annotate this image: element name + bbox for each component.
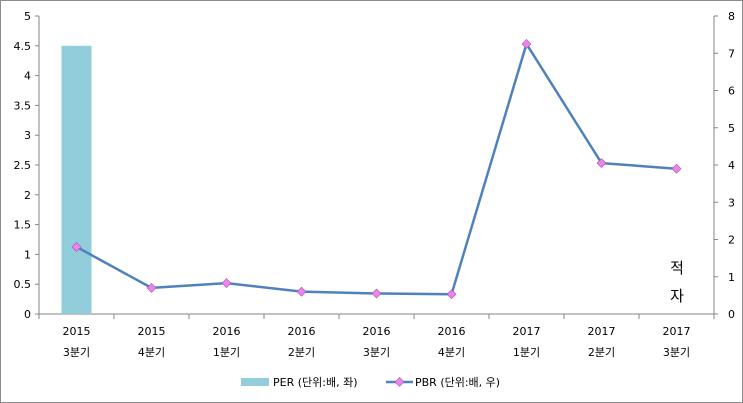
pbr-line	[71, 39, 682, 300]
x-tick-label-quarter: 3분기	[663, 346, 690, 359]
x-tick-label-year: 2016	[438, 325, 466, 338]
deficit-annotation: 적 자	[670, 259, 684, 305]
x-tick-label-year: 2015	[63, 325, 91, 338]
x-tick-label-quarter: 4분기	[438, 346, 465, 359]
x-tick-label-year: 2016	[213, 325, 241, 338]
right-tick-label: 5	[728, 122, 735, 135]
x-tick-label-quarter: 3분기	[63, 346, 90, 359]
legend-pbr-marker	[394, 377, 405, 387]
legend-per-label: PER (단위:배, 좌)	[273, 376, 358, 389]
pbr-series-line	[75, 42, 677, 296]
left-tick-label: 3	[24, 129, 31, 142]
right-tick-label: 1	[728, 271, 735, 284]
left-tick-label: 1.5	[14, 219, 32, 232]
pbr-point	[296, 286, 307, 297]
x-tick-label-year: 2017	[588, 325, 616, 338]
right-tick-label: 3	[728, 196, 735, 209]
annotation-line-2: 자	[670, 287, 684, 305]
right-tick-label: 6	[728, 85, 735, 98]
pbr-point	[671, 163, 682, 174]
left-tick-label: 4.5	[14, 40, 32, 53]
left-tick-label: 4	[24, 70, 31, 83]
x-tick-label-year: 2016	[288, 325, 316, 338]
x-tick-label-quarter: 1분기	[513, 346, 540, 359]
legend-per-swatch	[241, 378, 269, 386]
right-tick-label: 7	[728, 47, 735, 60]
x-tick-label-quarter: 2분기	[288, 346, 315, 359]
x-tick-label-quarter: 2분기	[588, 346, 615, 359]
per-bar	[61, 45, 92, 315]
legend: PER (단위:배, 좌) PBR (단위:배, 우)	[241, 376, 500, 389]
left-tick-label: 0.5	[14, 278, 32, 291]
right-axis-ticks: 0 1 2 3 4 5 6 7 8	[714, 10, 735, 321]
x-tick-label-quarter: 3분기	[363, 346, 390, 359]
pbr-point	[71, 242, 82, 252]
pbr-point	[521, 39, 532, 49]
per-bars	[61, 45, 92, 315]
legend-pbr-label: PBR (단위:배, 우)	[415, 376, 500, 389]
x-tick-label-quarter: 4분기	[138, 346, 165, 359]
pbr-point	[596, 158, 607, 169]
right-tick-label: 0	[728, 308, 735, 321]
x-tick-label-year: 2015	[138, 325, 166, 338]
right-tick-label: 2	[728, 234, 735, 247]
left-tick-label: 2.5	[14, 159, 32, 172]
pbr-point	[221, 278, 232, 289]
left-tick-label: 0	[24, 308, 31, 321]
x-axis-ticks: 2015 3분기 2015 4분기 2016 1분기 2016 2분기 2016 3분기 2016 4…	[38, 314, 715, 359]
x-tick-label-year: 2016	[363, 325, 391, 338]
x-tick-label-year: 2017	[513, 325, 541, 338]
pbr-point	[146, 283, 157, 293]
left-tick-label: 1	[24, 248, 31, 261]
right-tick-label: 8	[728, 10, 735, 23]
left-tick-label: 2	[24, 189, 31, 202]
x-tick-label-quarter: 1분기	[213, 346, 240, 359]
right-tick-label: 4	[728, 159, 735, 172]
annotation-line-1: 적	[670, 259, 684, 277]
left-tick-label: 3.5	[14, 99, 32, 112]
pbr-point	[446, 289, 457, 300]
x-tick-label-year: 2017	[663, 325, 691, 338]
left-axis-ticks: 0 0.5 1 1.5 2 2.5 3 3.5 4 4.5 5	[14, 10, 39, 321]
pbr-point	[371, 288, 382, 299]
left-tick-label: 5	[24, 10, 31, 23]
